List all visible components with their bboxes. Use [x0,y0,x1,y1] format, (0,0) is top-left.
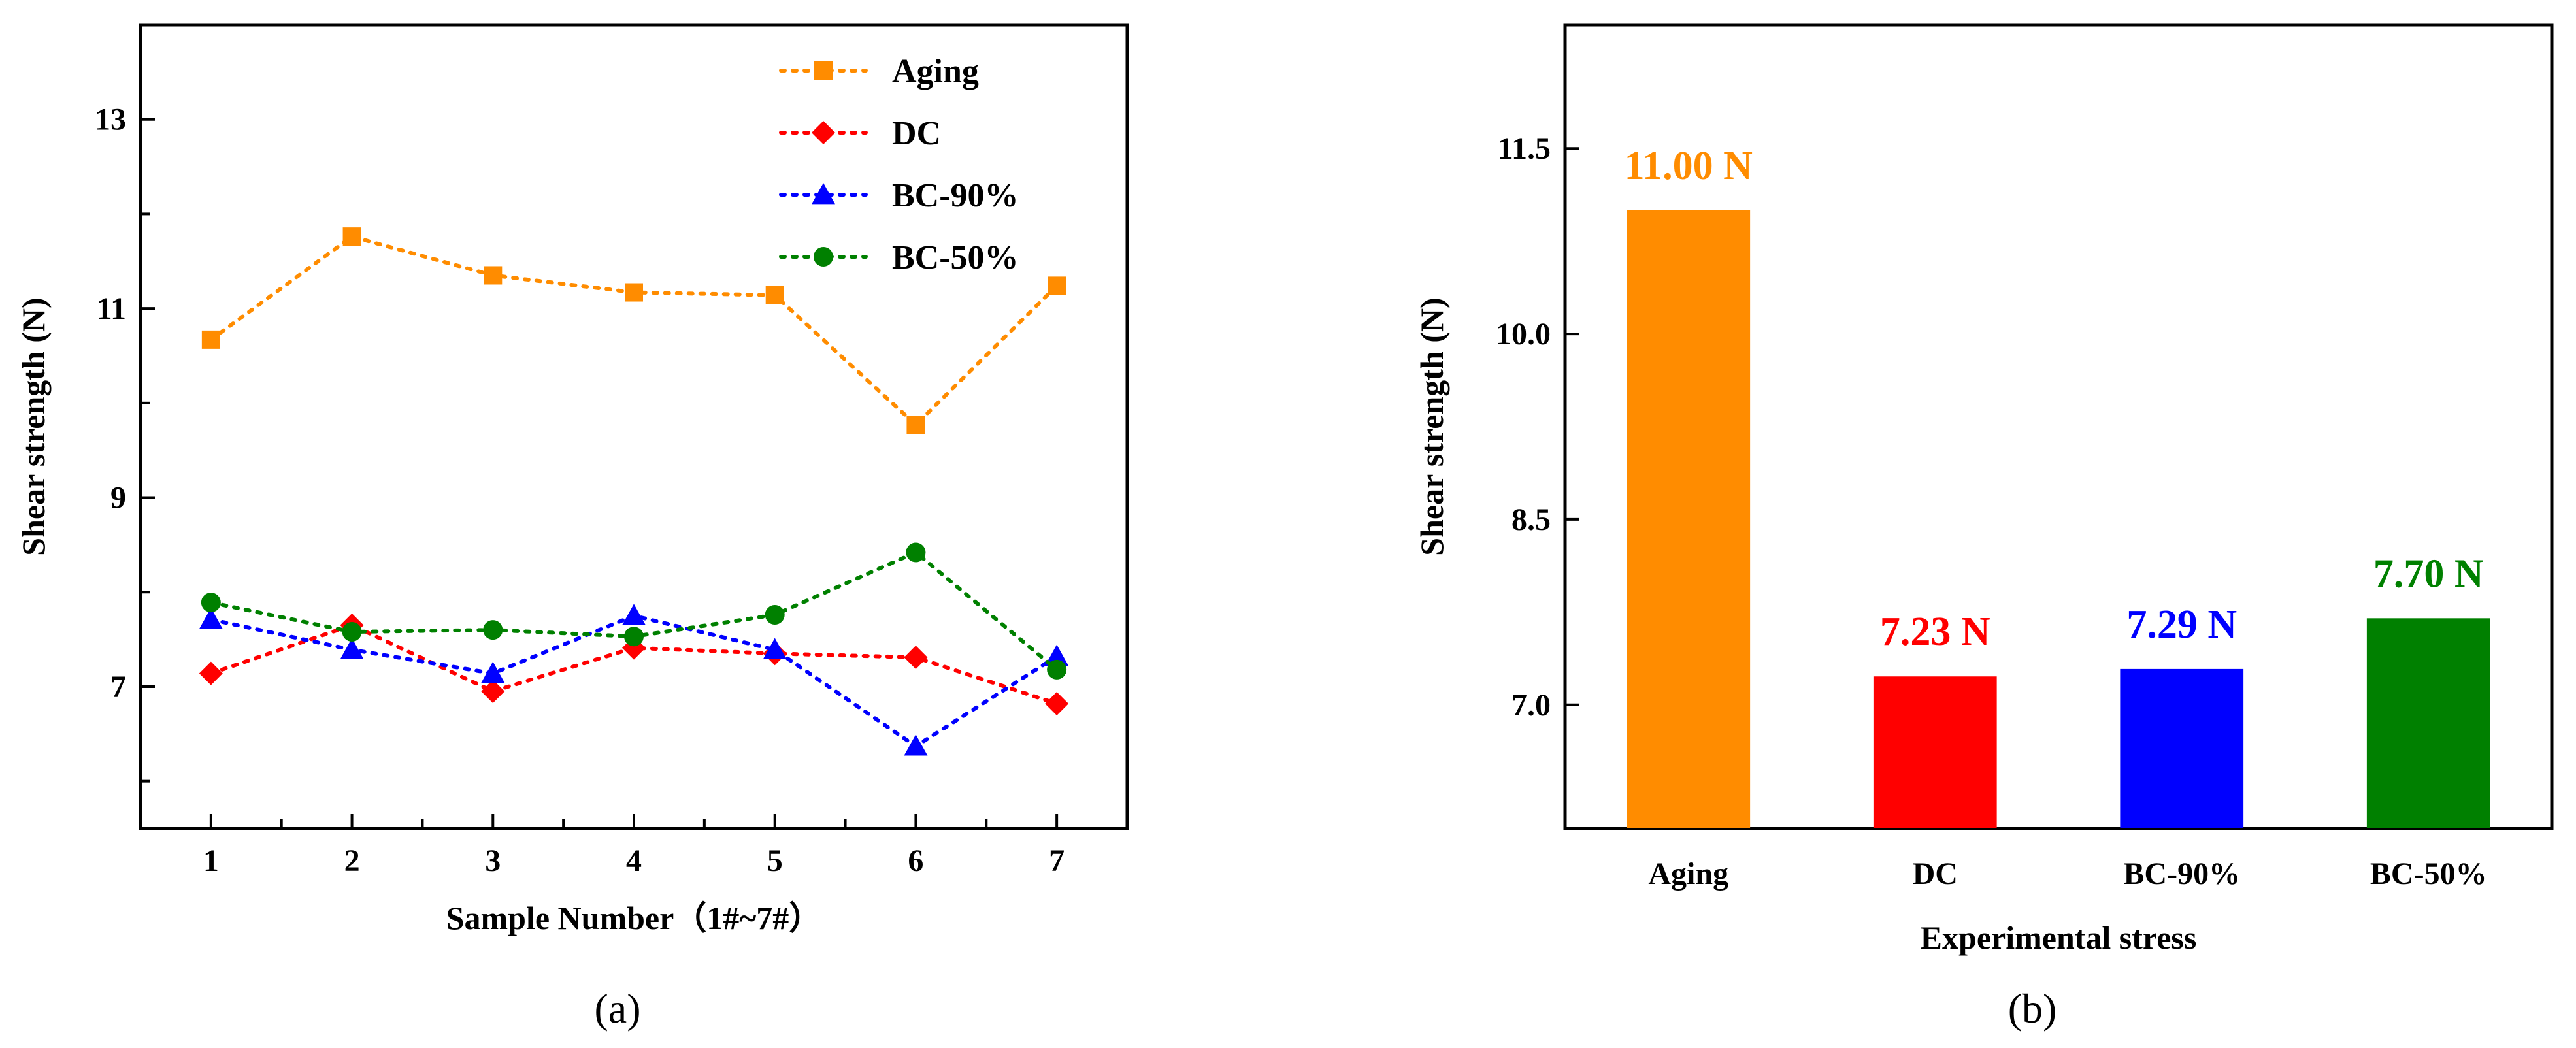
y-axis-title-b: Shear strength (N) [1413,297,1450,555]
data-point-bc-90- [1045,644,1069,666]
panel-label-b: (b) [2008,985,2057,1032]
axis-frame-b: 7.0 8.5 10.0 11.5 [1496,23,2554,830]
y-tick-label-a: 13 [95,103,126,137]
data-point-aging [201,330,220,349]
legend-marker-bc-50- [814,247,833,267]
legend-label-aging: Aging [892,53,979,90]
data-point-aging [906,416,925,434]
legend-label-bc-90-: BC-90% [892,177,1019,214]
plot-frame-b [1563,23,2554,830]
data-point-dc [904,646,928,670]
data-label-aging: 11.00 N [1625,144,1753,188]
y-axis-title-a: Shear strength (N) [15,297,52,555]
y-tick-label-a: 11 [97,291,126,326]
y-tick-label-a: 7 [110,670,126,704]
data-label-bc-90-: 7.29 N [2126,602,2237,647]
data-point-aging [625,283,643,302]
bar-dc [1873,676,1997,828]
data-point-bc-90- [199,608,223,629]
data-point-bc-90- [340,638,364,659]
x-tick-label-b: Aging [1648,857,1728,891]
data-point-bc-50- [1047,659,1067,680]
bar-bc-50- [2366,618,2490,828]
y-tick-label-b: 11.5 [1498,131,1551,166]
x-tick-label-a: 5 [767,843,783,878]
data-point-dc [199,661,223,685]
bars-group-b: 11.00 N Aging 7.23 N DC 7.29 N BC-90% 7.70 N BC… [1625,144,2490,891]
data-point-aging [484,266,503,285]
x-axis-title-b: Experimental stress [1921,919,2197,956]
x-tick-label-b: DC [1913,857,1958,891]
legend-a: Aging DC BC-90% BC-50% [779,53,1019,276]
data-point-aging [1048,276,1066,295]
x-tick-label-a: 1 [203,843,219,878]
data-label-bc-50-: 7.70 N [2373,551,2484,596]
x-tick-label-a: 2 [344,843,360,878]
data-point-bc-50- [483,620,503,640]
data-point-bc-90- [481,661,505,683]
data-point-bc-90- [622,604,646,625]
legend-marker-bc-90- [812,183,835,205]
line-chart-panel-a: 7 9 11 13 1 2 3 4 5 6 7 Aging DC BC-90% BC-50% Sample… [15,23,1129,936]
bar-bc-90- [2120,668,2244,828]
x-tick-label-a: 3 [485,843,501,878]
legend-label-bc-50-: BC-50% [892,239,1019,276]
data-point-aging [342,227,361,246]
panel-label-a: (a) [594,985,640,1032]
x-tick-label-b: BC-90% [2123,857,2240,891]
y-tick-label-a: 9 [110,481,126,516]
data-point-bc-90- [763,638,787,659]
x-tick-label-a: 7 [1049,843,1065,878]
data-point-bc-90- [904,734,928,756]
data-point-aging [765,286,784,304]
y-tick-label-b: 10.0 [1496,317,1551,352]
data-point-bc-50- [624,627,644,647]
data-point-dc [481,680,505,704]
bar-aging [1627,210,1751,828]
legend-marker-dc [812,121,835,144]
x-axis-title-a: Sample Number（1#~7#） [446,900,822,936]
y-tick-label-b: 7.0 [1511,688,1551,723]
bar-chart-panel-b: 7.0 8.5 10.0 11.5 11.00 N Aging 7.23 N DC 7.29 … [1413,23,2554,956]
plot-frame-a [139,23,1129,830]
data-point-bc-50- [906,542,926,563]
data-point-bc-50- [342,622,362,642]
x-tick-label-a: 4 [626,843,642,878]
axis-frame-a: 7 9 11 13 1 2 3 4 5 6 7 [95,23,1129,878]
data-point-dc [1045,691,1069,715]
data-point-bc-50- [765,604,785,625]
data-label-dc: 7.23 N [1880,610,1990,654]
series-group-a [199,227,1069,756]
x-tick-label-b: BC-50% [2370,857,2487,891]
legend-label-dc: DC [892,115,941,152]
y-tick-label-b: 8.5 [1511,502,1551,537]
x-tick-label-a: 6 [908,843,923,878]
data-point-bc-50- [201,593,221,613]
legend-marker-aging [814,61,833,80]
